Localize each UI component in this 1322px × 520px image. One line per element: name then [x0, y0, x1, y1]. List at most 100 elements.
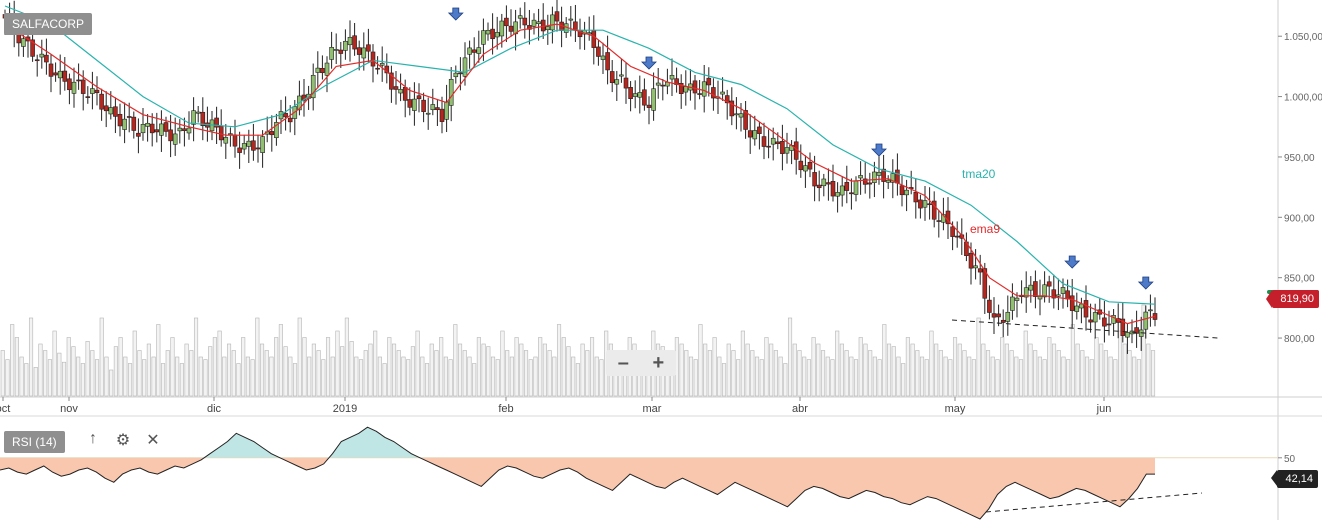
candle-body [839, 185, 845, 196]
rsi-line [0, 426, 1155, 520]
volume-bar [1117, 330, 1123, 397]
candle-body [586, 32, 592, 35]
volume-bar [481, 343, 486, 397]
volume-bar [1014, 356, 1019, 397]
candle-body [904, 189, 909, 196]
candle-body [798, 160, 804, 171]
move-up-icon[interactable]: ↑ [89, 430, 97, 447]
volume-bar [490, 356, 496, 397]
volume-bar [420, 356, 425, 397]
candle-body [1005, 311, 1011, 322]
candle-body [642, 89, 647, 106]
candle-body [734, 113, 739, 116]
candle-body [968, 252, 974, 269]
zoom-in-button[interactable]: + [652, 352, 665, 374]
candle-body [329, 47, 334, 60]
candle-body [881, 168, 886, 182]
volume-bar [717, 356, 722, 397]
candle-body [858, 175, 863, 179]
volume-bar [283, 346, 288, 397]
candle-body [439, 108, 445, 122]
volume-bar [985, 350, 991, 397]
volume-bar [684, 350, 689, 397]
volume-bar [231, 350, 236, 397]
volume-bar [259, 343, 265, 397]
volume-bar [104, 356, 109, 397]
volume-bar [1061, 356, 1066, 397]
candle-body [159, 123, 164, 136]
candle-body [550, 14, 555, 31]
volume-bar [877, 359, 882, 397]
volume-bar [995, 359, 1000, 397]
candle-body [80, 79, 86, 94]
candle-body [895, 169, 900, 184]
candle-body [826, 182, 831, 185]
candle-body [34, 59, 40, 62]
tma20-line [4, 5, 1156, 305]
volume-bar [957, 343, 962, 397]
volume-bar [835, 330, 840, 397]
volume-bar [830, 359, 835, 397]
candle-body [172, 133, 178, 145]
candle-body [191, 110, 196, 125]
candle-body [1037, 296, 1043, 300]
candle-body [784, 147, 790, 154]
volume-bar [806, 359, 811, 397]
volume-bar [825, 356, 830, 397]
candle-body [425, 112, 431, 115]
candle-body [531, 19, 537, 27]
volume-bar [99, 317, 104, 397]
volume-bar [448, 359, 453, 397]
volume-bar [769, 343, 774, 397]
volume-bar [217, 330, 222, 397]
candle-body [683, 86, 689, 93]
candle-body [1074, 305, 1080, 312]
candle-body [1143, 311, 1149, 330]
candle-body [812, 172, 817, 187]
close-icon[interactable]: ✕ [146, 432, 160, 449]
volume-bar [981, 343, 986, 397]
zoom-out-button[interactable]: – [617, 352, 629, 374]
volume-bar [208, 346, 213, 397]
candle-body [140, 124, 146, 134]
candle-body [1092, 312, 1098, 323]
candle-body [402, 87, 408, 101]
volume-bar [585, 350, 590, 397]
volume-bar [919, 356, 925, 397]
volume-bar [28, 317, 34, 397]
candle-body [651, 88, 656, 111]
candle-body [352, 35, 357, 50]
candle-body [347, 36, 353, 46]
volume-bar [151, 356, 156, 397]
volume-bar [495, 359, 500, 397]
candle-body [412, 98, 417, 111]
volume-bar [396, 350, 401, 397]
volume-bar [245, 356, 250, 397]
candle-body [853, 180, 859, 195]
volume-bar [500, 330, 505, 397]
candle-body [766, 145, 771, 148]
candle-body [214, 117, 219, 128]
volume-bar [212, 337, 217, 397]
volume-bar [382, 363, 387, 397]
rsi-value-label: 42,14 [1271, 470, 1318, 488]
candle-body [922, 200, 928, 208]
volume-bar [962, 350, 967, 397]
volume-bar [269, 356, 274, 397]
candle-body [393, 86, 399, 90]
volume-bar [915, 350, 920, 397]
gear-icon[interactable]: ⚙ [115, 432, 131, 449]
volume-bar [853, 359, 859, 397]
candle-body [803, 165, 808, 172]
candle-body [757, 126, 762, 134]
volume-bar [198, 356, 203, 397]
volume-bar [1023, 330, 1028, 397]
candle-body [149, 123, 155, 134]
volume-bar [156, 324, 161, 397]
volume-bar [226, 343, 232, 397]
volume-bar [566, 346, 571, 397]
volume-bar [358, 359, 364, 397]
volume-bar [127, 363, 133, 397]
candle-body [720, 91, 725, 95]
candle-body [568, 18, 574, 21]
